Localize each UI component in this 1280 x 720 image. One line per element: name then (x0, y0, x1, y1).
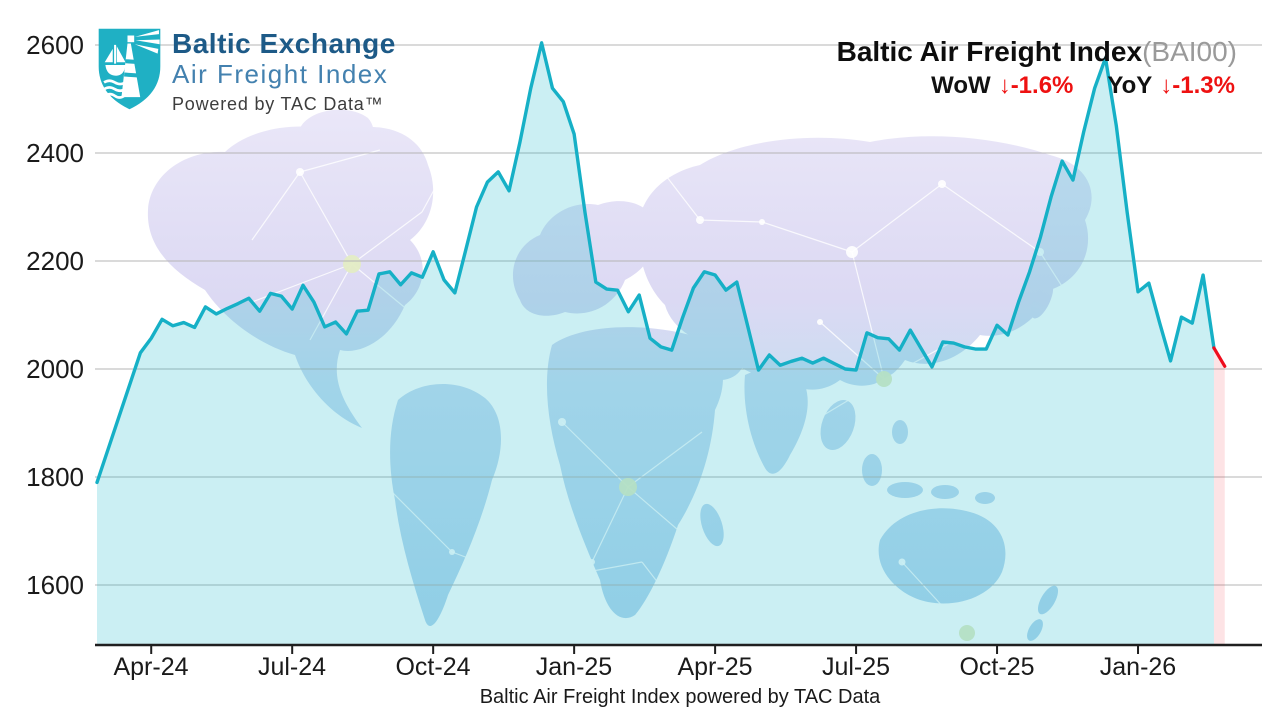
y-axis-label: 2600 (26, 30, 84, 60)
x-axis-label: Apr-25 (677, 653, 753, 681)
logo-line1: Baltic Exchange (172, 28, 396, 59)
y-axis-label: 1600 (26, 570, 84, 600)
y-axis-label: 2000 (26, 354, 84, 384)
chart-layers (95, 41, 1262, 654)
wow-value: ↓-1.6% (998, 72, 1074, 99)
x-axis-label: Jul-25 (821, 653, 891, 681)
footer-caption: Baltic Air Freight Index powered by TAC … (479, 686, 881, 708)
highlight-nodes (343, 255, 975, 641)
yoy-label: YoY (1107, 72, 1153, 99)
x-axis-label: Oct-24 (395, 653, 471, 681)
y-axis-label: 1800 (26, 462, 84, 492)
x-axis-label: Apr-24 (113, 653, 189, 681)
y-axis-label: 2200 (26, 246, 84, 276)
logo-text: Baltic Exchange Air Freight Index Powere… (172, 28, 396, 116)
wow-label: WoW (931, 72, 991, 99)
network-mesh (151, 93, 1153, 663)
chart-title-text: Baltic Air Freight Index (836, 36, 1143, 67)
x-axis-label: Oct-25 (959, 653, 1035, 681)
y-axis-label: 2400 (26, 138, 84, 168)
baltic-exchange-shield-icon (98, 28, 161, 110)
chart-stats: WoW ↓-1.6% YoY ↓-1.3% (931, 72, 1235, 100)
logo-line2: Air Freight Index (172, 59, 389, 89)
x-axis-label: Jan-26 (1099, 653, 1177, 681)
x-axis-label: Jul-24 (257, 653, 327, 681)
x-axis-label: Jan-25 (535, 653, 613, 681)
chart-title-ticker: (BAI00) (1142, 36, 1237, 67)
chart-title: Baltic Air Freight Index(BAI00) (837, 36, 1237, 68)
yoy-value: ↓-1.3% (1160, 72, 1235, 99)
world-map-watermark (147, 90, 1153, 663)
logo-line3: Powered by TAC Data™ (172, 94, 384, 114)
baltic-exchange-logo (96, 26, 163, 112)
